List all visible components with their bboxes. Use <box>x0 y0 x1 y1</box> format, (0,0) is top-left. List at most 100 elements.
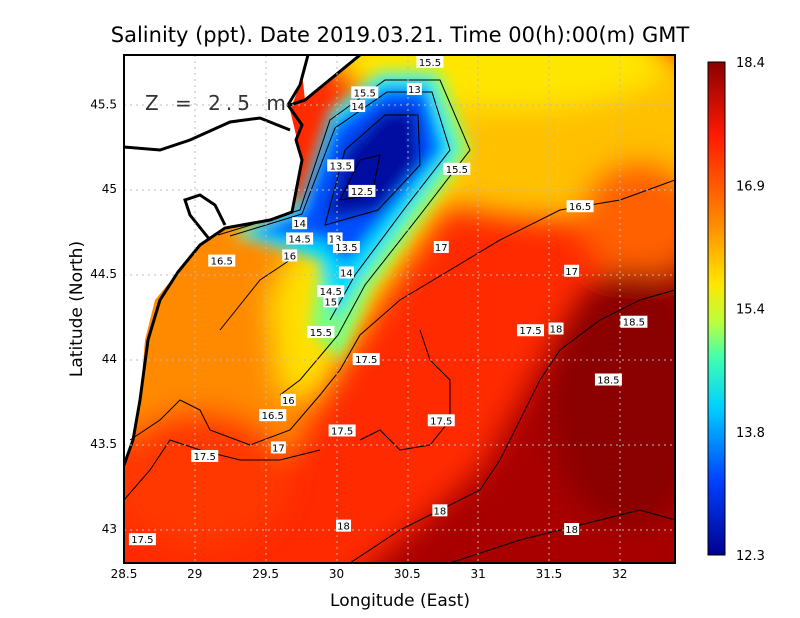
x-tick-label: 30 <box>329 567 344 581</box>
contour-label: 16.5 <box>569 202 591 213</box>
contour-label-bg <box>286 232 314 245</box>
contour-label-bg <box>259 409 287 422</box>
contour-label-bg <box>352 353 380 366</box>
contour-label: 18.5 <box>623 318 645 329</box>
contour-label-bg <box>348 184 376 197</box>
colorbar-tick-label: 12.3 <box>736 549 765 564</box>
y-axis-ticks: 43 43.5 44 44.5 45 45.5 <box>90 97 117 536</box>
x-tick-label: 31 <box>470 567 485 581</box>
contour-label: 17.5 <box>519 326 541 337</box>
coastline <box>124 55 361 466</box>
colorbar-ticks: 18.4 16.9 15.4 13.8 12.3 <box>736 56 765 564</box>
contour-lines <box>124 79 675 563</box>
contour-label: 12.5 <box>351 187 373 198</box>
contour-label-bg <box>338 266 354 279</box>
colorbar-tick-label: 13.8 <box>736 426 765 441</box>
land-mass <box>124 55 308 465</box>
contour-label-bg <box>323 295 339 308</box>
y-tick-label: 43.5 <box>90 437 117 451</box>
contour-label: 17 <box>435 243 448 254</box>
y-tick-label: 43 <box>102 522 117 536</box>
contour-label-bg <box>128 533 156 546</box>
y-axis-label: Latitude (North) <box>67 241 87 377</box>
x-axis-label: Longitude (East) <box>330 591 470 611</box>
colorbar-tick-label: 16.9 <box>736 179 765 194</box>
contour-label-bg <box>443 162 471 175</box>
contour-label: 18.5 <box>597 376 619 387</box>
contour-label-bg <box>191 449 219 462</box>
contour-label: 17.5 <box>331 426 353 437</box>
colorbar-tick-label: 18.4 <box>736 56 765 71</box>
chart-title: Salinity (ppt). Date 2019.03.21. Time 00… <box>111 23 690 47</box>
colorbar-tick-label: 15.4 <box>736 303 765 318</box>
contour-label: 17 <box>565 267 578 278</box>
contour-label: 17.5 <box>355 355 377 366</box>
contour-label-bg <box>427 414 455 427</box>
contour-label: 13.5 <box>335 243 357 254</box>
contour-label: 17.5 <box>194 452 216 463</box>
gridlines <box>124 55 675 563</box>
contour-label-bg <box>282 249 298 262</box>
x-tick-label: 28.5 <box>111 567 138 581</box>
x-tick-label: 29 <box>187 567 202 581</box>
contour-label: 16 <box>282 396 295 407</box>
x-tick-label: 31.5 <box>536 567 563 581</box>
contour-label-bg <box>433 240 449 253</box>
contour-label: 18 <box>550 325 563 336</box>
contour-label: 14.5 <box>289 234 311 245</box>
contour-label: 14 <box>351 102 364 113</box>
contour-label: 16.5 <box>262 411 284 422</box>
contour-label-bg <box>350 99 366 112</box>
plot-frame <box>123 54 676 564</box>
contour-label-bg <box>317 285 345 298</box>
contour-label-bg <box>292 217 308 230</box>
contour-label-bg <box>594 373 622 386</box>
contour-label: 18 <box>337 522 350 533</box>
contour-label: 15.5 <box>354 88 376 99</box>
contour-label-bg <box>351 86 379 99</box>
contour-label-bg <box>280 393 296 406</box>
contour-label-bg <box>432 504 448 517</box>
contour-label: 16 <box>283 251 296 262</box>
contour-label-bg <box>564 523 580 536</box>
contour-label-bg <box>416 55 444 68</box>
contour-label: 13 <box>329 234 342 245</box>
contour-label: 15.5 <box>310 328 332 339</box>
contour-label: 17 <box>272 443 285 454</box>
x-tick-label: 32 <box>612 567 627 581</box>
contour-label-bg <box>564 264 580 277</box>
y-tick-label: 44 <box>102 352 117 366</box>
contour-label-bg <box>336 519 352 532</box>
contour-label-bg <box>620 315 648 328</box>
x-tick-label: 30.5 <box>394 567 421 581</box>
contour-label: 15.5 <box>446 165 468 176</box>
contour-label-bg <box>270 441 286 454</box>
contour-label-bg <box>328 424 356 437</box>
contour-label: 18 <box>434 506 447 517</box>
contour-label: 14 <box>293 219 306 230</box>
contour-label: 13 <box>408 85 421 96</box>
depth-label: Z = 2.5 m <box>145 91 291 115</box>
contour-label: 15.5 <box>419 58 441 69</box>
contour-label: 17.5 <box>131 535 153 546</box>
contour-label: 16.5 <box>211 257 233 268</box>
contour-label: 13.5 <box>330 161 352 172</box>
contour-label: 14 <box>340 268 353 279</box>
contour-label-bg <box>517 324 545 337</box>
contour-label: 17.5 <box>430 416 452 427</box>
contour-label: 14.5 <box>320 287 342 298</box>
contour-label-bg <box>208 254 236 267</box>
contour-label-bg <box>327 159 355 172</box>
x-tick-label: 29.5 <box>252 567 279 581</box>
y-tick-label: 44.5 <box>90 267 117 281</box>
contour-label-bg <box>332 240 360 253</box>
contour-label: 15 <box>324 297 337 308</box>
y-tick-label: 45.5 <box>90 97 117 111</box>
contour-label-bg <box>307 325 335 338</box>
contour-label-bg <box>566 200 594 213</box>
contour-label: 18 <box>565 525 578 536</box>
colorbar <box>707 61 726 556</box>
